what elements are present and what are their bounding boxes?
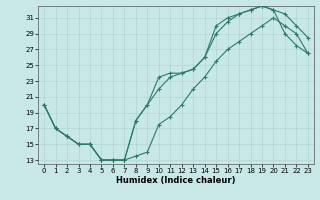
X-axis label: Humidex (Indice chaleur): Humidex (Indice chaleur) [116, 176, 236, 185]
